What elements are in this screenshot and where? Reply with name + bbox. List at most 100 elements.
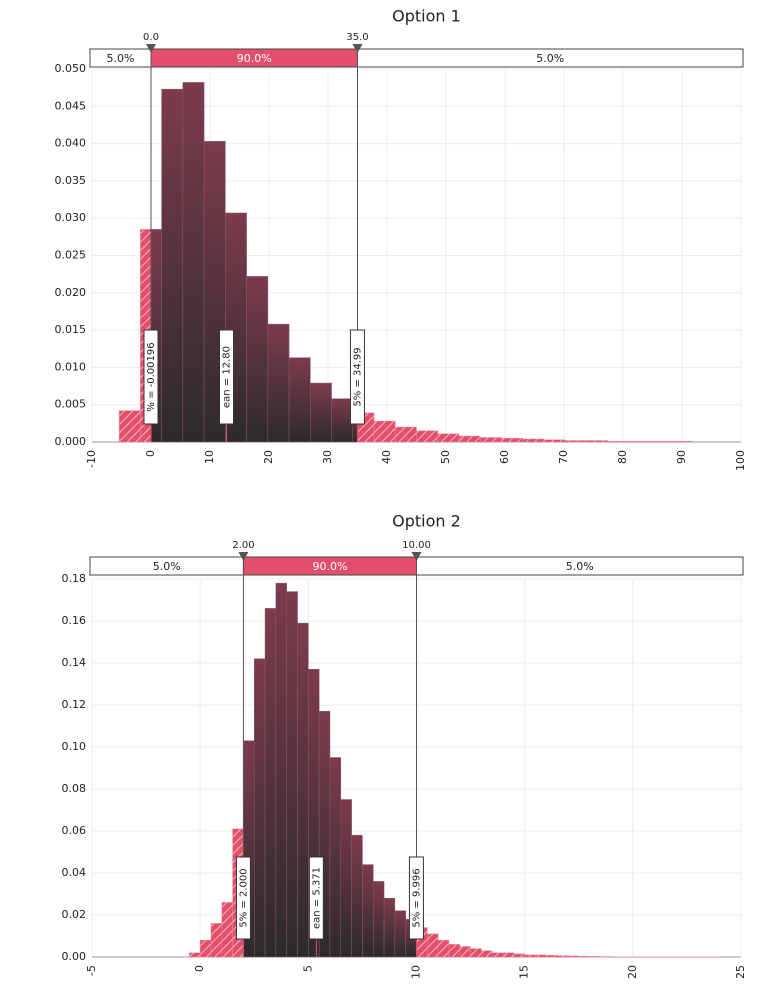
- x-tick-label: 5: [301, 965, 314, 972]
- x-tick-label: -5: [85, 965, 98, 976]
- y-tick-label: 0.04: [62, 866, 87, 879]
- bar: [310, 382, 332, 443]
- bar: [331, 398, 354, 443]
- marker-box: [219, 329, 235, 425]
- chart-title: Option 2: [392, 512, 461, 531]
- bar: [199, 939, 212, 958]
- bar: [161, 88, 184, 443]
- bar: [535, 954, 547, 958]
- region-label: 5.0%: [153, 560, 181, 573]
- bar: [297, 622, 309, 958]
- bar: [671, 441, 693, 443]
- x-tick-label: 20: [626, 965, 639, 979]
- delimiter-handle[interactable]: [146, 44, 156, 53]
- bar: [437, 939, 450, 958]
- bar: [288, 357, 311, 443]
- bar: [546, 955, 558, 958]
- delimiter-handle[interactable]: [411, 552, 422, 561]
- y-tick-label: 0.040: [55, 137, 87, 150]
- bar: [394, 910, 406, 958]
- x-tick-label: 80: [616, 450, 629, 464]
- y-tick-label: 0.00: [62, 950, 87, 963]
- x-tick-label: 10: [410, 965, 423, 979]
- bar: [383, 897, 396, 958]
- bar: [264, 608, 277, 958]
- x-tick-label: 60: [498, 450, 511, 464]
- bar: [416, 430, 438, 443]
- bar: [210, 923, 223, 958]
- y-tick-label: 0.14: [62, 656, 87, 669]
- bar: [513, 953, 525, 958]
- bar: [543, 439, 566, 443]
- bar: [556, 955, 569, 958]
- bar: [221, 902, 233, 958]
- bar: [522, 438, 545, 443]
- x-tick-label: 15: [518, 965, 531, 979]
- region-label: 5.0%: [107, 52, 135, 65]
- bar: [470, 948, 482, 958]
- marker-label: 5% = 34.99: [352, 347, 363, 406]
- y-tick-label: 0.010: [55, 360, 87, 373]
- bar: [578, 955, 590, 958]
- bar: [372, 881, 385, 958]
- y-tick-label: 0.06: [62, 824, 87, 837]
- bar: [479, 437, 502, 443]
- region-label: 5.0%: [566, 560, 594, 573]
- bar: [373, 420, 396, 443]
- x-tick-label: 10: [203, 450, 216, 464]
- marker-box: [308, 856, 324, 940]
- bar: [491, 952, 504, 958]
- marker-label: ean = 5.371: [311, 867, 322, 929]
- y-tick-label: 0.025: [55, 249, 87, 262]
- region-label: 90.0%: [312, 560, 347, 573]
- y-tick-label: 0.020: [55, 286, 87, 299]
- y-tick-label: 0.050: [55, 62, 87, 75]
- bar: [628, 441, 651, 443]
- y-tick-label: 0.000: [55, 435, 87, 448]
- bar: [254, 658, 266, 958]
- bar: [246, 276, 269, 443]
- bar: [501, 438, 523, 443]
- delimiter-handle[interactable]: [238, 552, 249, 561]
- x-tick-label: 0: [193, 965, 206, 972]
- bar: [267, 323, 290, 443]
- bar: [564, 440, 587, 443]
- region-label: 90.0%: [237, 52, 272, 65]
- x-tick-label: 25: [734, 965, 747, 979]
- bar: [567, 955, 580, 958]
- x-tick-label: 100: [734, 450, 747, 471]
- marker-box: [349, 329, 365, 425]
- bar: [189, 952, 201, 958]
- x-tick-label: 20: [262, 450, 275, 464]
- x-tick-label: 30: [321, 450, 334, 464]
- x-tick-label: 70: [557, 450, 570, 464]
- delimiter-label: 10.00: [402, 540, 431, 551]
- bar: [118, 410, 141, 443]
- bar: [502, 952, 515, 958]
- y-tick-label: 0.015: [55, 323, 87, 336]
- bar: [458, 435, 481, 443]
- bar: [182, 82, 205, 443]
- bar: [481, 950, 493, 958]
- marker-label: 5% = 2.000: [238, 868, 249, 927]
- bar: [286, 591, 298, 958]
- x-tick-label: 50: [439, 450, 452, 464]
- x-tick-label: 0: [144, 450, 157, 457]
- marker-label: % = -0.00196: [146, 342, 157, 411]
- bar: [340, 799, 352, 958]
- y-tick-label: 0.16: [62, 614, 87, 627]
- y-tick-label: 0.12: [62, 698, 87, 711]
- bar: [586, 440, 608, 443]
- bar: [351, 834, 363, 958]
- x-tick-label: 40: [380, 450, 393, 464]
- chart-title: Option 1: [392, 7, 461, 26]
- marker-label: ean = 12.80: [222, 346, 233, 408]
- marker-box: [235, 856, 251, 940]
- delimiter-label: 35.0: [346, 32, 368, 43]
- delimiter-label: 2.00: [232, 540, 254, 551]
- y-tick-label: 0.08: [62, 782, 87, 795]
- y-tick-label: 0.10: [62, 740, 87, 753]
- bar: [448, 944, 461, 958]
- delimiter-handle[interactable]: [352, 44, 363, 53]
- bar: [589, 956, 601, 958]
